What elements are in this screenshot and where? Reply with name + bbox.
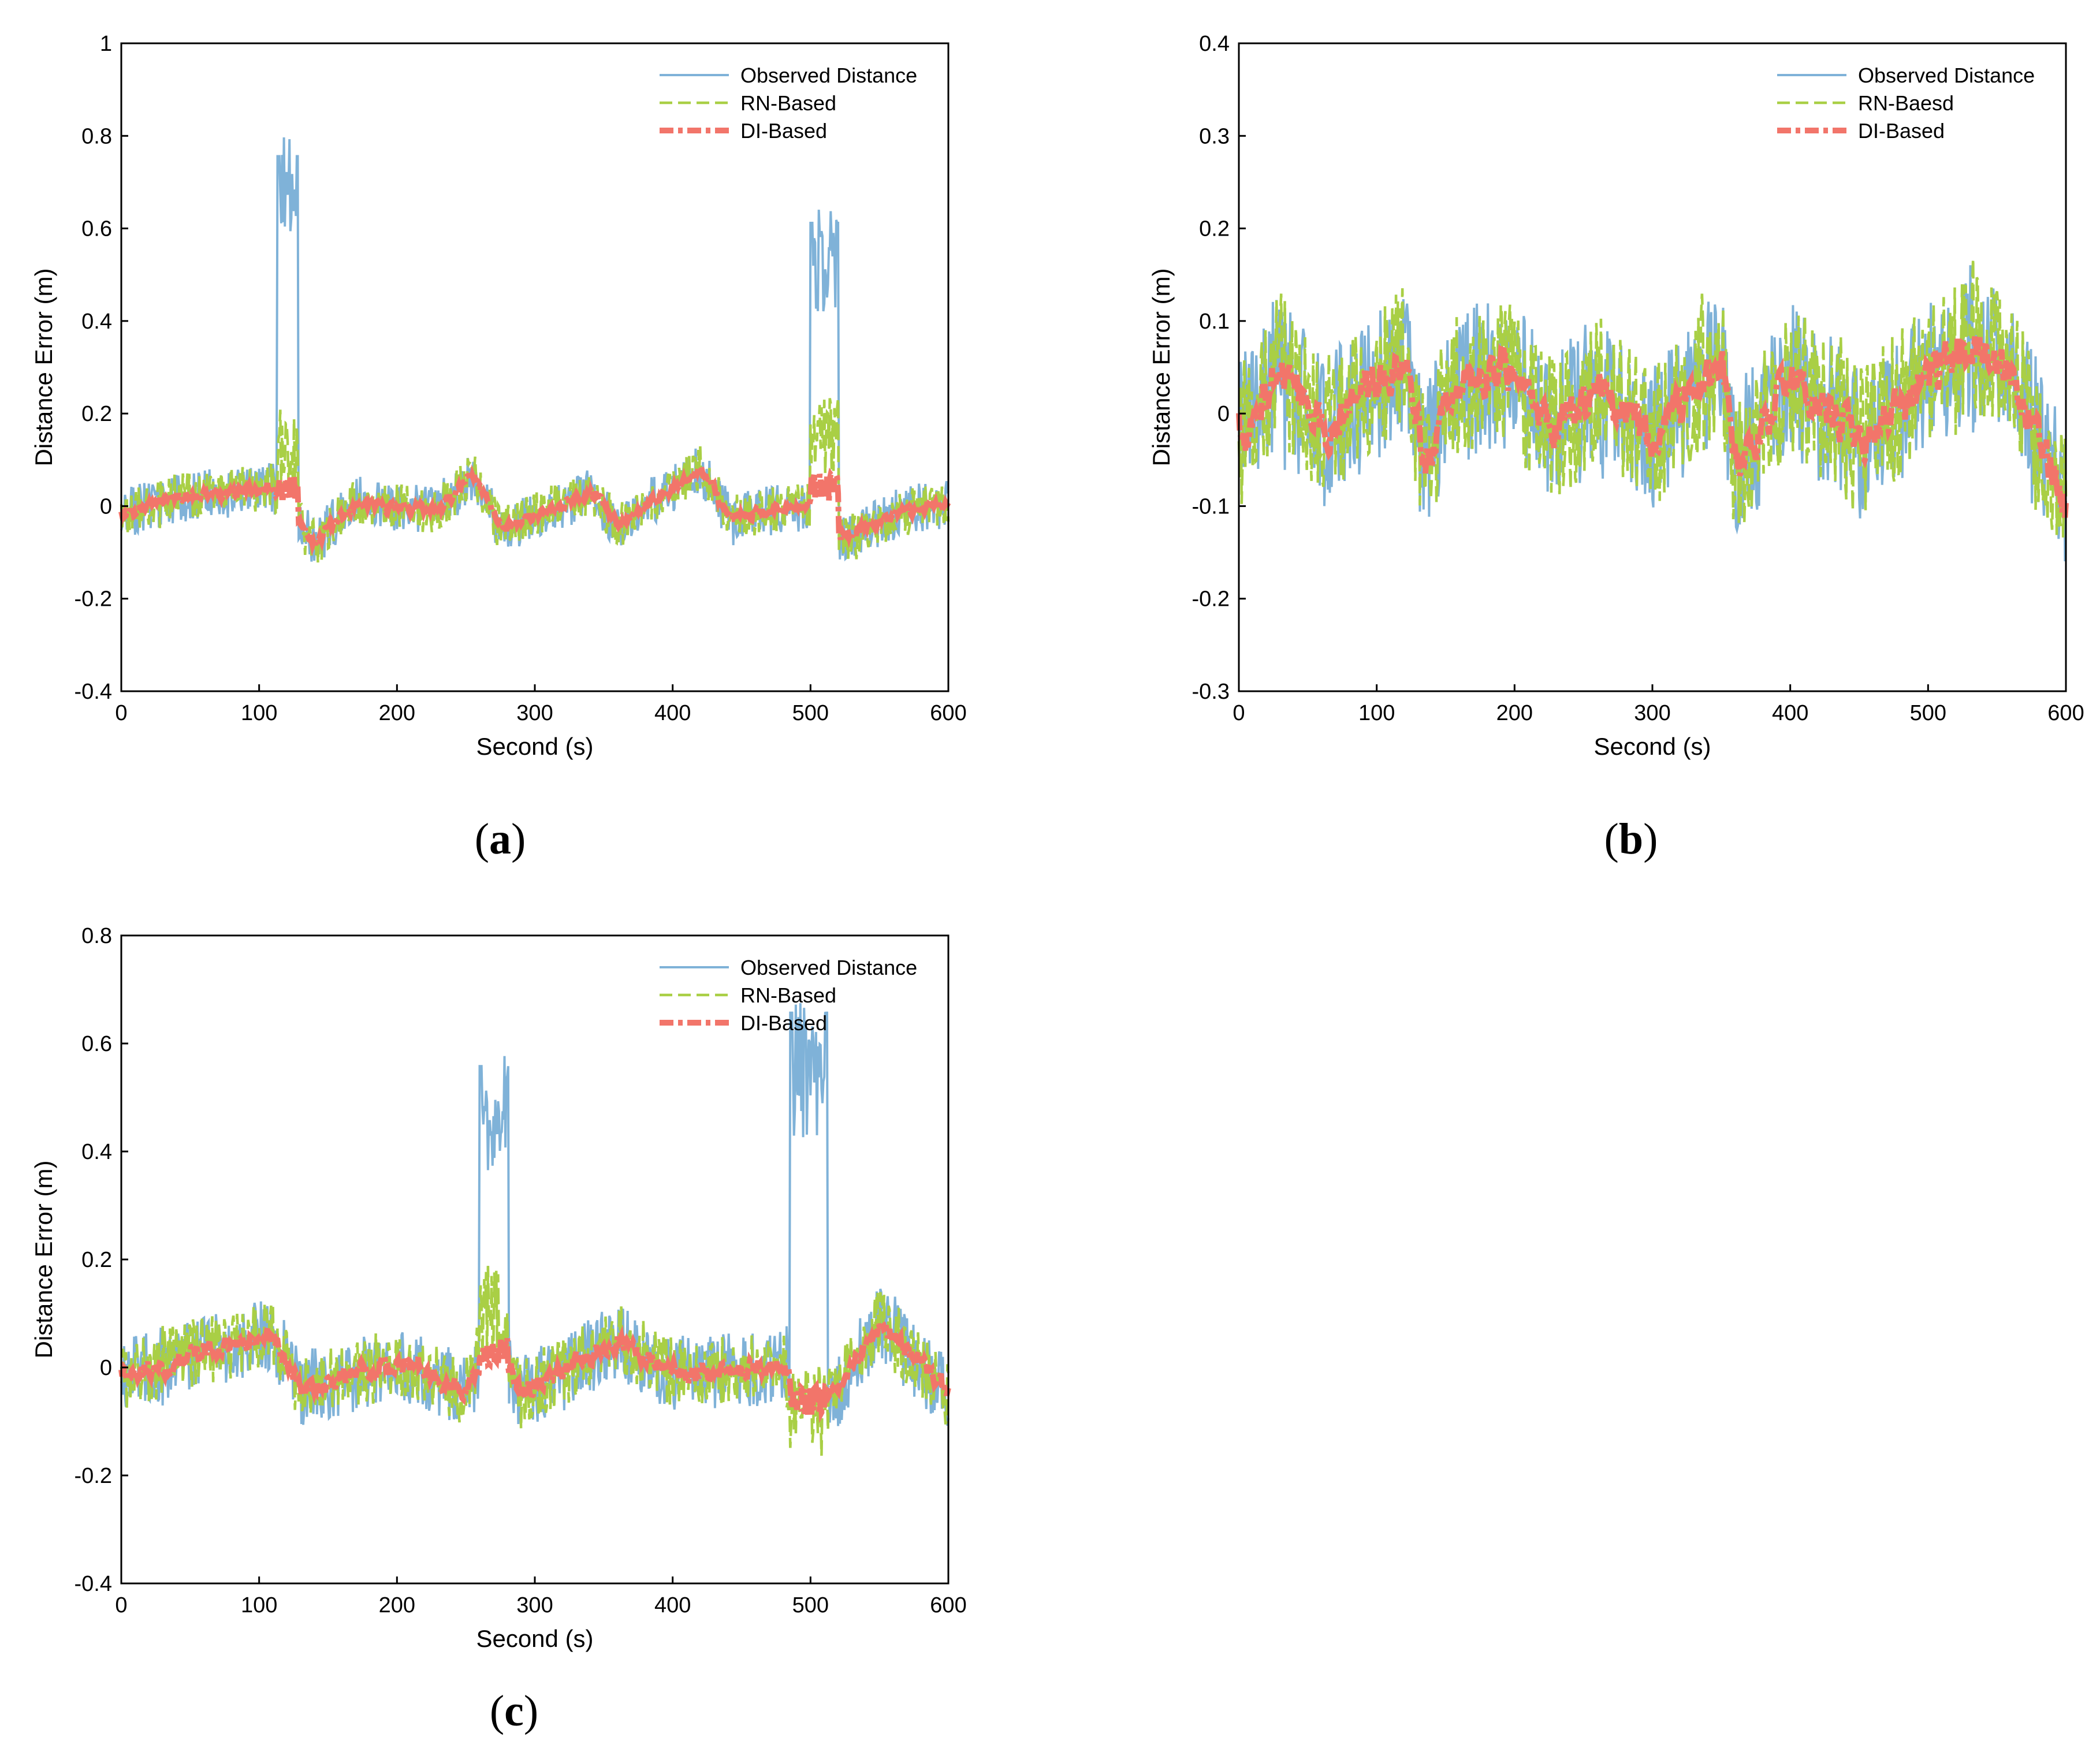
legend: Observed Distance RN-Based DI-Based xyxy=(660,956,917,1035)
x-tick-label: 400 xyxy=(1772,701,1808,725)
legend: Observed Distance RN-Based DI-Based xyxy=(660,64,917,143)
y-tick-label: 0 xyxy=(1217,402,1230,426)
y-tick-label: -0.2 xyxy=(1192,587,1230,612)
panel-a: 0 100 200 300 400 500 600 -0.4 -0.2 0 0.2 0.4 0.6 0.8… xyxy=(0,0,1011,808)
chart-c: 0 100 200 300 400 500 600 -0.4 -0.2 0 0.2 0.4 0.6 0.8… xyxy=(30,924,967,1652)
series-di-based-line xyxy=(1236,336,2069,518)
x-axis-label: Second (s) xyxy=(476,733,593,760)
series-di-based-line xyxy=(118,1317,951,1423)
x-tick-label: 500 xyxy=(792,701,829,725)
legend-label: DI-Based xyxy=(740,119,827,143)
x-tick-label: 100 xyxy=(241,701,277,725)
x-tick-label: 600 xyxy=(930,701,966,725)
legend-label: Observed Distance xyxy=(740,956,917,979)
y-tick-label: -0.2 xyxy=(75,1464,112,1488)
legend-label: RN-Based xyxy=(740,91,836,115)
caption-a-letter: a xyxy=(489,815,511,863)
y-tick-label: -0.3 xyxy=(1192,680,1230,704)
series-group xyxy=(118,1003,951,1456)
legend-label: Observed Distance xyxy=(1858,64,2035,87)
y-tick-label: 0.4 xyxy=(81,1140,112,1164)
y-tick-label: 0.6 xyxy=(81,217,112,241)
series-observed-distance-line xyxy=(120,1003,950,1426)
legend-label: DI-Based xyxy=(740,1011,827,1035)
y-tick-label: 0.6 xyxy=(81,1032,112,1056)
y-tick-label: 0.4 xyxy=(81,310,112,334)
y-tick-label: -0.4 xyxy=(75,680,112,704)
x-tick-label: 300 xyxy=(516,701,553,725)
caption-a: (a) xyxy=(474,815,526,863)
chart-b: 0 100 200 300 400 500 600 -0.3 -0.2 -0.1 0 0.1 0.2 0.… xyxy=(1148,32,2084,760)
series-di-based-line xyxy=(118,461,951,556)
series-rn-based-line xyxy=(120,398,950,563)
caption-b: (b) xyxy=(1604,815,1658,863)
legend: Observed Distance RN-Baesd DI-Based xyxy=(1777,64,2035,143)
x-tick-label: 500 xyxy=(1910,701,1946,725)
caption-c: (c) xyxy=(489,1687,539,1735)
y-tick-label: 0.8 xyxy=(81,124,112,148)
y-tick-label: -0.2 xyxy=(75,587,112,612)
caption-c-letter: c xyxy=(504,1687,524,1735)
panel-c: 0 100 200 300 400 500 600 -0.4 -0.2 0 0.2 0.4 0.6 0.8… xyxy=(0,892,1011,1701)
x-tick-label: 500 xyxy=(792,1593,829,1617)
x-tick-label: 400 xyxy=(654,1593,691,1617)
x-tick-label: 300 xyxy=(1634,701,1670,725)
y-axis-label: Distance Error (m) xyxy=(30,1160,57,1358)
y-tick-label: 0 xyxy=(100,1356,112,1380)
y-tick-label: 0.8 xyxy=(81,924,112,948)
y-tick-label: 0.3 xyxy=(1199,124,1230,148)
y-tick-label: 0.2 xyxy=(81,402,112,426)
y-tick-label: -0.1 xyxy=(1192,494,1230,519)
x-tick-label: 0 xyxy=(115,701,127,725)
x-tick-label: 200 xyxy=(379,701,415,725)
caption-b-letter: b xyxy=(1618,815,1644,863)
y-tick-label: 0.4 xyxy=(1199,32,1230,56)
series-observed-distance-line xyxy=(1238,265,2067,562)
series-group xyxy=(1236,258,2069,562)
y-tick-label: -0.4 xyxy=(75,1572,112,1596)
x-tick-label: 300 xyxy=(516,1593,553,1617)
x-tick-label: 0 xyxy=(115,1593,127,1617)
legend-label: RN-Based xyxy=(740,983,836,1007)
x-axis-label: Second (s) xyxy=(476,1625,593,1652)
y-tick-label: 0.2 xyxy=(1199,217,1230,241)
x-tick-label: 200 xyxy=(379,1593,415,1617)
chart-a: 0 100 200 300 400 500 600 -0.4 -0.2 0 0.2 0.4 0.6 0.8… xyxy=(30,32,967,760)
series-rn-based-line xyxy=(1237,258,2068,538)
series-group xyxy=(118,137,951,563)
y-tick-label: 0.1 xyxy=(1199,310,1230,334)
legend-label: RN-Baesd xyxy=(1858,91,1954,115)
y-axis-label: Distance Error (m) xyxy=(30,268,57,466)
legend-label: Observed Distance xyxy=(740,64,917,87)
x-tick-label: 600 xyxy=(930,1593,966,1617)
x-tick-label: 200 xyxy=(1496,701,1533,725)
x-axis-label: Second (s) xyxy=(1593,733,1711,760)
y-tick-label: 1 xyxy=(100,32,112,56)
x-tick-label: 100 xyxy=(1358,701,1395,725)
panel-b: 0 100 200 300 400 500 600 -0.3 -0.2 -0.1 0 0.1 0.2 0.… xyxy=(1115,0,2100,808)
x-tick-label: 400 xyxy=(654,701,691,725)
legend-label: DI-Based xyxy=(1858,119,1945,143)
x-tick-label: 600 xyxy=(2047,701,2084,725)
series-rn-based-line xyxy=(120,1266,950,1456)
y-axis-label: Distance Error (m) xyxy=(1148,268,1175,466)
x-tick-label: 100 xyxy=(241,1593,277,1617)
x-tick-label: 0 xyxy=(1233,701,1245,725)
y-tick-label: 0.2 xyxy=(81,1248,112,1272)
y-tick-label: 0 xyxy=(100,494,112,519)
